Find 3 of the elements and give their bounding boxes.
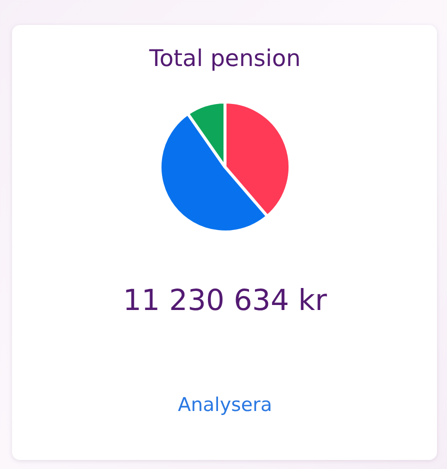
chart-title: Total pension (148, 46, 301, 72)
text: 11 230 634 kr (123, 283, 328, 317)
text: Analysera (178, 394, 272, 416)
